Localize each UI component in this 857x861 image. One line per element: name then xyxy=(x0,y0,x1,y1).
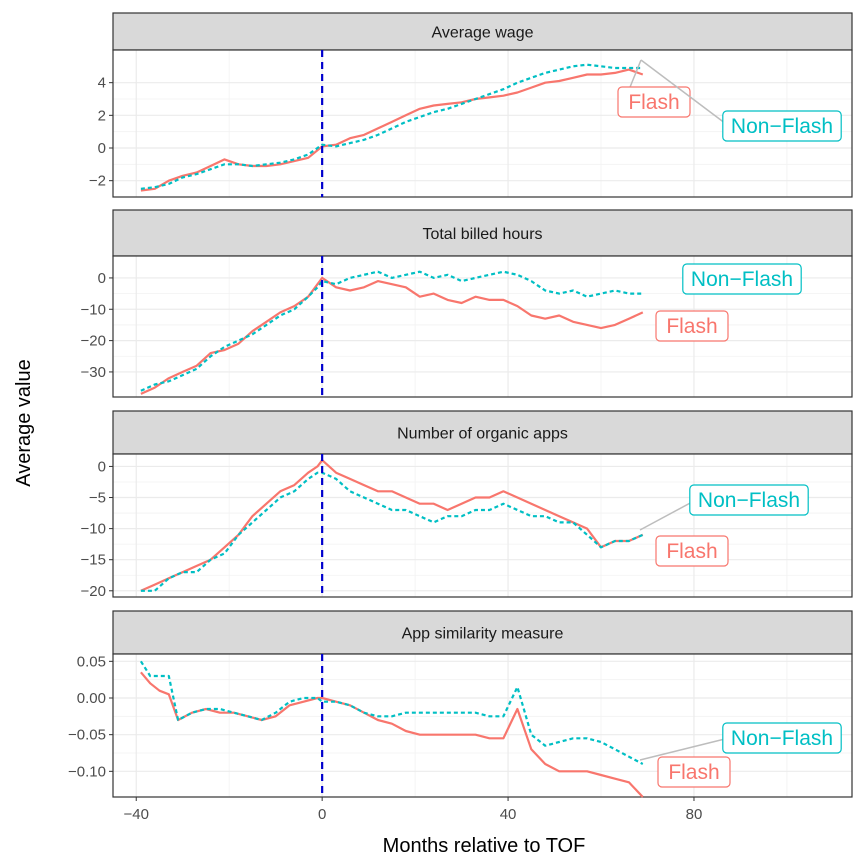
y-tick-label: 0 xyxy=(98,140,106,157)
y-tick-label: −10 xyxy=(81,301,106,318)
direct-label-box xyxy=(655,310,729,342)
series-line-flash xyxy=(140,276,644,395)
y-tick-label: −5 xyxy=(89,490,106,507)
direct-label-box xyxy=(722,722,842,754)
direct-label-non-flash: Non−Flash xyxy=(691,268,793,291)
panel-border xyxy=(112,255,853,398)
panel-border xyxy=(112,653,853,798)
y-tick-label: −15 xyxy=(81,552,106,569)
series-line-non-flash xyxy=(140,63,643,190)
panel-strip-total-billed-hours xyxy=(112,209,853,257)
y-tick-label: −20 xyxy=(81,583,106,600)
direct-label-box xyxy=(617,86,691,118)
panel-border xyxy=(112,453,853,598)
y-axis-title: Average value xyxy=(13,359,35,487)
direct-label-box xyxy=(655,535,729,567)
panel-background xyxy=(113,454,852,597)
series-line-flash xyxy=(140,671,644,798)
direct-label-box xyxy=(682,263,802,295)
direct-label-box xyxy=(722,110,842,142)
x-tick-label: 80 xyxy=(686,806,703,823)
y-tick-label: −30 xyxy=(81,364,106,381)
panel-border xyxy=(112,49,853,198)
direct-label-non-flash: Non−Flash xyxy=(731,727,833,750)
y-tick-label: −10 xyxy=(81,521,106,538)
direct-label-flash: Flash xyxy=(668,761,719,784)
y-tick-label: −0.05 xyxy=(68,727,106,744)
x-tick-label: 0 xyxy=(318,806,326,823)
series-line-flash xyxy=(140,68,644,192)
label-leader-line xyxy=(640,59,730,127)
series-line-flash xyxy=(140,459,644,592)
direct-label-non-flash: Non−Flash xyxy=(731,115,833,138)
direct-label-flash: Flash xyxy=(666,315,717,338)
y-tick-label: 0.00 xyxy=(77,690,106,707)
series-line-non-flash xyxy=(139,660,644,765)
panel-strip-average-wage xyxy=(112,12,853,51)
y-tick-label: −2 xyxy=(89,173,106,190)
direct-label-flash: Flash xyxy=(628,91,679,114)
panel-title-number-of-organic-apps: Number of organic apps xyxy=(397,426,568,443)
direct-label-flash: Flash xyxy=(666,540,717,563)
direct-label-box xyxy=(657,756,731,788)
x-tick-label: 40 xyxy=(500,806,517,823)
y-tick-label: −20 xyxy=(81,333,106,350)
panel-title-total-billed-hours: Total billed hours xyxy=(422,226,542,243)
series-line-non-flash xyxy=(140,471,644,592)
x-tick-label: −40 xyxy=(124,806,149,823)
x-axis-title: Months relative to TOF xyxy=(383,835,586,857)
y-tick-label: 4 xyxy=(98,75,106,92)
panel-strip-app-similarity-measure xyxy=(112,610,853,655)
direct-label-non-flash: Non−Flash xyxy=(698,489,800,512)
label-leader-line xyxy=(639,499,697,531)
panel-strip-number-of-organic-apps xyxy=(112,410,853,455)
direct-label-box xyxy=(689,484,809,516)
panel-title-average-wage: Average wage xyxy=(432,25,534,42)
label-leader-line xyxy=(639,737,729,761)
y-tick-label: 0 xyxy=(98,270,106,287)
y-tick-label: 0 xyxy=(98,458,106,475)
y-tick-label: −0.10 xyxy=(68,763,106,780)
y-tick-label: 0.05 xyxy=(77,653,106,670)
panel-title-app-similarity-measure: App similarity measure xyxy=(402,626,564,643)
series-line-non-flash xyxy=(140,270,643,392)
y-tick-label: 2 xyxy=(98,107,106,124)
